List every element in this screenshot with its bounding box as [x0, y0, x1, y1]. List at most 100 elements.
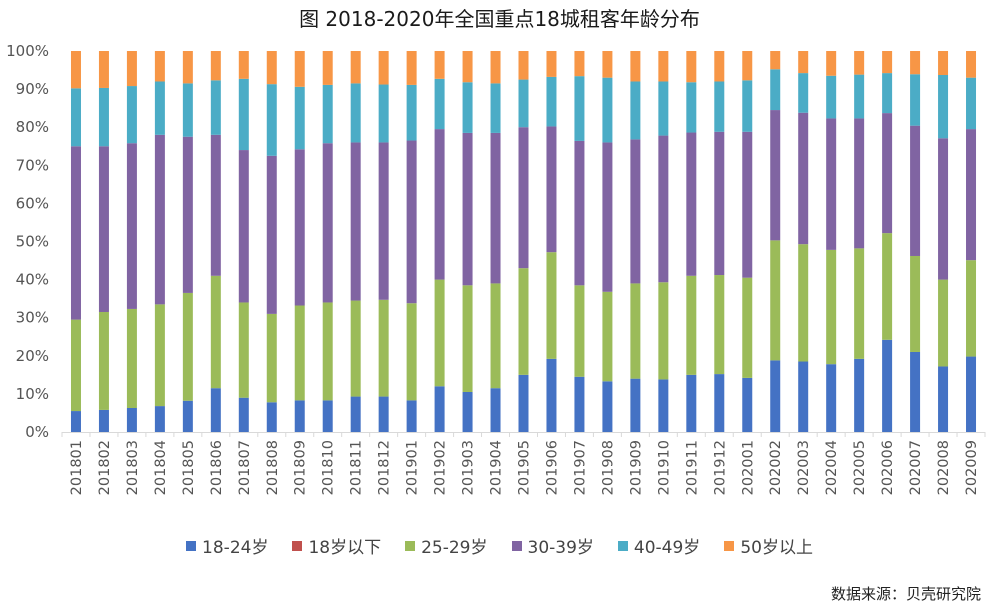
bar-segment [238, 51, 249, 79]
legend-swatch [511, 540, 522, 551]
bar-segment [70, 51, 81, 89]
bar-segment [462, 51, 473, 83]
bar-segment [770, 51, 781, 70]
bar-segment [518, 374, 529, 432]
x-tick-label: 202003 [796, 440, 812, 495]
bar-segment [294, 305, 305, 401]
bar-segment [126, 308, 137, 408]
bar-segment [910, 255, 921, 352]
bar-segment [910, 351, 921, 432]
bar-segment [966, 77, 977, 130]
bar-segment [574, 51, 585, 77]
legend-label: 18岁以下 [308, 538, 382, 558]
x-tick-label: 201910 [656, 440, 672, 495]
bar-segment [658, 282, 669, 380]
bar-segment [126, 408, 137, 432]
y-tick-label: 20% [16, 347, 49, 365]
bar-segment [714, 374, 725, 432]
bar-segment [742, 131, 753, 278]
x-tick-label: 201912 [712, 440, 728, 495]
bar-segment [378, 51, 389, 85]
bar-segment [518, 268, 529, 375]
bar-segment [126, 51, 137, 87]
bar-segment [154, 81, 165, 135]
bar-segment [266, 51, 277, 85]
bar-segment [406, 400, 417, 432]
y-tick-label: 40% [16, 271, 49, 289]
bar-segment [70, 319, 81, 412]
x-tick-label: 201908 [600, 440, 616, 495]
x-tick-label: 201810 [321, 440, 337, 495]
bar-segment [98, 311, 109, 410]
bar-segment [742, 377, 753, 432]
bar-segment [966, 51, 977, 78]
bar-segment [714, 131, 725, 276]
legend-item: 18岁以下 [292, 533, 381, 558]
bar-segment [406, 84, 417, 141]
bar-segment [182, 51, 193, 84]
bar-segment [154, 134, 165, 305]
bar-segment [490, 83, 501, 133]
source-note: 数据来源：贝壳研究院 [830, 585, 981, 603]
bar-segment [630, 378, 641, 432]
bar-segment [490, 51, 501, 84]
bar-segment [798, 51, 809, 74]
bar-segment [938, 279, 949, 367]
bar-segment [322, 51, 333, 85]
bar-segment [714, 81, 725, 132]
bar-segment [686, 132, 697, 276]
bar-segment [434, 129, 445, 280]
x-tick-label: 202002 [768, 440, 784, 495]
legend-label: 25-29岁 [421, 538, 488, 558]
bar-segment [210, 80, 221, 135]
bar-segment [546, 358, 557, 432]
bar-segment [826, 75, 837, 119]
bar-segment [714, 275, 725, 375]
legend-item: 18-24岁 [186, 533, 268, 558]
bar-segment [938, 75, 949, 139]
bar-segment [826, 364, 837, 432]
bar-segment [574, 140, 585, 286]
legend: 18-24岁 18岁以下 25-29岁 30-39岁 40-49岁 50岁以上 [0, 533, 999, 558]
bar-segment [882, 113, 893, 234]
bar-segment [686, 51, 697, 83]
bar-segment [462, 285, 473, 392]
x-tick-label: 201801 [69, 440, 85, 495]
bar-segment [630, 51, 641, 82]
legend-label: 50岁以上 [740, 538, 813, 558]
bar-segment [210, 275, 221, 389]
x-tick-label: 201906 [544, 440, 560, 495]
y-tick-label: 60% [16, 194, 49, 212]
legend-swatch [617, 540, 628, 551]
bar-segment [126, 86, 137, 144]
bar-segment [770, 110, 781, 241]
bar-segment [546, 76, 557, 127]
bar-segment [742, 80, 753, 132]
bar-segment [854, 74, 865, 119]
bar-segment [602, 291, 613, 382]
legend-item: 30-39岁 [511, 533, 594, 558]
bar-segment [686, 82, 697, 133]
x-tick-label: 201911 [684, 440, 700, 495]
bar-segment [490, 132, 501, 284]
bar-segment [518, 51, 529, 80]
bar-segment [154, 51, 165, 82]
bar-segment [826, 118, 837, 250]
bar-segment [854, 118, 865, 249]
bar-segment [378, 142, 389, 300]
bar-segment [882, 339, 893, 432]
bar-segment [770, 69, 781, 111]
bar-segment [882, 233, 893, 340]
bar-segment [98, 146, 109, 312]
y-tick-label: 30% [16, 309, 49, 327]
bar-segment [322, 302, 333, 401]
y-tick-label: 100% [6, 42, 49, 60]
bar-segment [602, 142, 613, 292]
bar-segment [210, 51, 221, 81]
y-tick-label: 80% [16, 118, 49, 136]
bar-segment [630, 81, 641, 140]
bar-segment [434, 51, 445, 79]
x-tick-label: 201903 [461, 440, 477, 495]
x-tick-label: 201803 [125, 440, 141, 495]
bar-segment [406, 51, 417, 85]
